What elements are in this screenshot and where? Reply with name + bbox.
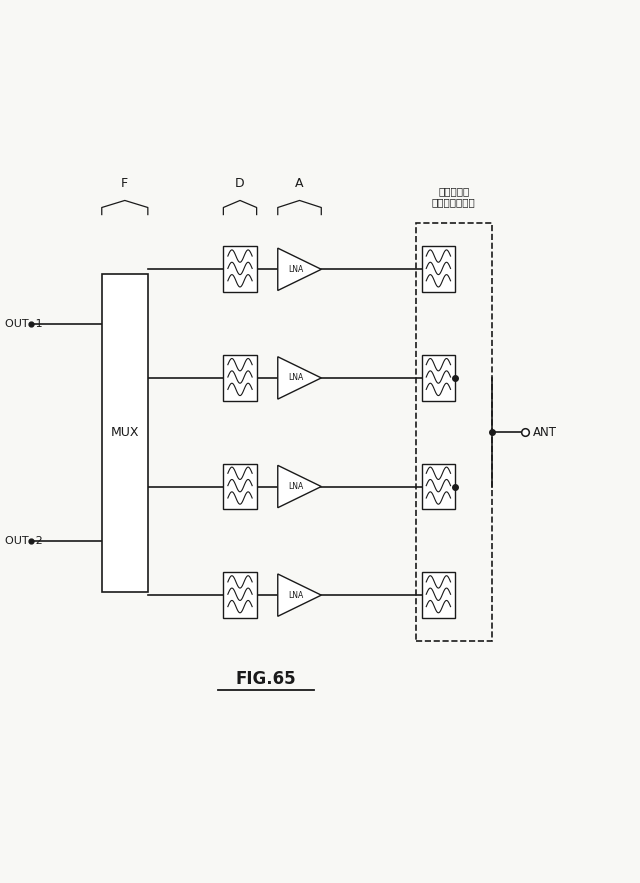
Text: FIG.65: FIG.65 bbox=[236, 670, 296, 688]
Bar bbox=[102, 274, 148, 592]
Bar bbox=[422, 355, 455, 401]
Text: ANT: ANT bbox=[533, 426, 557, 439]
Text: LNA: LNA bbox=[288, 482, 303, 491]
Text: LNA: LNA bbox=[288, 265, 303, 274]
Bar bbox=[223, 572, 257, 618]
Text: LNA: LNA bbox=[288, 374, 303, 382]
Bar bbox=[223, 464, 257, 509]
Text: A: A bbox=[295, 177, 304, 190]
Text: OUT  1: OUT 1 bbox=[5, 319, 43, 328]
Text: LNA: LNA bbox=[288, 591, 303, 600]
Polygon shape bbox=[278, 465, 321, 508]
Bar bbox=[223, 355, 257, 401]
Text: OUT  2: OUT 2 bbox=[5, 536, 43, 546]
Polygon shape bbox=[278, 248, 321, 291]
Text: MUX: MUX bbox=[111, 426, 139, 439]
Polygon shape bbox=[278, 574, 321, 616]
Polygon shape bbox=[278, 357, 321, 399]
Bar bbox=[416, 223, 492, 641]
Text: D: D bbox=[235, 177, 245, 190]
Bar bbox=[422, 246, 455, 292]
Bar bbox=[223, 246, 257, 292]
Bar bbox=[422, 464, 455, 509]
Text: F: F bbox=[121, 177, 129, 190]
Bar bbox=[422, 572, 455, 618]
Text: フィルタ／
マルチプレクサ: フィルタ／ マルチプレクサ bbox=[432, 186, 476, 208]
